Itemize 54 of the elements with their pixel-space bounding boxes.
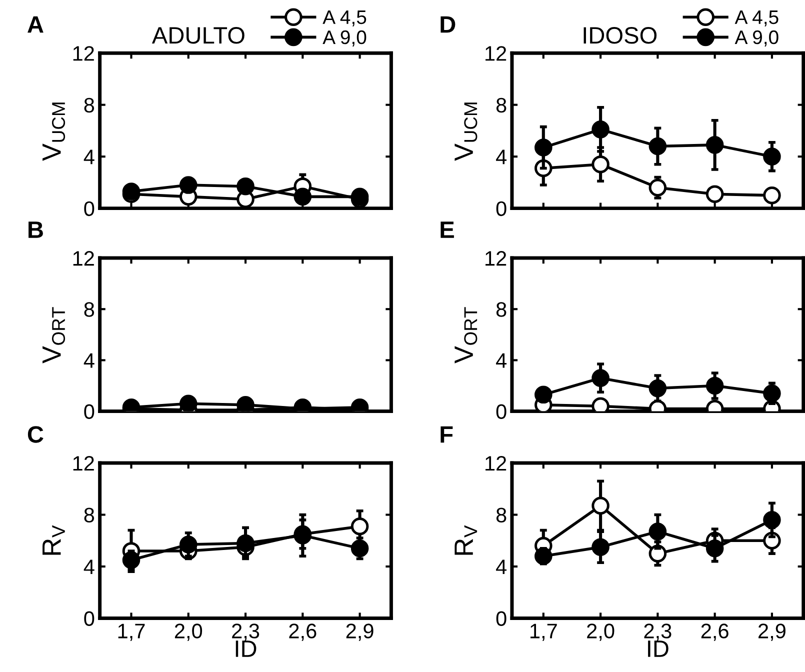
y-tick-label: 8 bbox=[496, 98, 506, 113]
y-axis-title: R$_{V}$ bbox=[454, 525, 478, 555]
y-axis-title: V$_{UCM}$ bbox=[454, 102, 478, 161]
y-axis-title: V$_{ORT}$ bbox=[42, 307, 66, 364]
x-tick-label: 2,3 bbox=[232, 624, 260, 641]
legend-label: A 4,5 bbox=[322, 10, 366, 26]
y-tick-label: 0 bbox=[496, 201, 506, 216]
x-axis-title: ID bbox=[648, 640, 668, 657]
y-tick-label: 4 bbox=[496, 353, 507, 368]
x-tick-label: 2,6 bbox=[701, 624, 728, 641]
y-tick-label: 0 bbox=[496, 404, 506, 420]
y-tick-label: 4 bbox=[84, 353, 94, 368]
y-tick-label: 0 bbox=[84, 404, 94, 420]
y-tick-label: 0 bbox=[84, 611, 94, 626]
y-tick-label: 12 bbox=[73, 456, 94, 471]
y-tick-label: 12 bbox=[486, 46, 506, 61]
y-tick-label: 4 bbox=[496, 560, 507, 574]
text: F bbox=[440, 426, 453, 443]
x-tick-label: 1,7 bbox=[530, 624, 557, 641]
x-axis-title: ID bbox=[236, 640, 256, 657]
x-tick-label: 2,0 bbox=[587, 624, 614, 641]
text: C bbox=[28, 426, 44, 443]
x-tick-label: 2,6 bbox=[289, 624, 316, 641]
y-axis-title: R$_{V}$ bbox=[42, 525, 65, 555]
y-axis-title: V$_{UCM}$ bbox=[42, 102, 66, 161]
x-tick-label: 2,3 bbox=[644, 624, 672, 641]
y-tick-label: 8 bbox=[84, 98, 94, 113]
x-tick-label: 2,9 bbox=[758, 624, 786, 641]
x-tick-label: 2,9 bbox=[346, 624, 374, 641]
text: B bbox=[28, 222, 43, 238]
y-tick-label: 8 bbox=[496, 302, 506, 317]
legend-label: A 9,0 bbox=[322, 30, 366, 46]
y-tick-label: 8 bbox=[84, 508, 94, 523]
y-tick-label: 4 bbox=[84, 560, 94, 574]
x-tick-label: 2,0 bbox=[174, 624, 202, 641]
y-tick-label: 12 bbox=[486, 456, 506, 471]
y-tick-label: 12 bbox=[73, 251, 94, 266]
text: E bbox=[440, 222, 454, 238]
y-axis-title: V$_{ORT}$ bbox=[454, 307, 478, 364]
x-tick-label: 1,7 bbox=[118, 624, 145, 641]
legend-label: A 9,0 bbox=[734, 30, 778, 46]
y-tick-label: 0 bbox=[84, 201, 94, 216]
y-tick-label: 0 bbox=[496, 611, 506, 626]
chart-title: ADULTO bbox=[152, 27, 244, 44]
legend-label: A 4,5 bbox=[734, 10, 778, 26]
text: A bbox=[28, 16, 44, 33]
y-tick-label: 8 bbox=[84, 302, 94, 317]
y-tick-label: 12 bbox=[486, 251, 506, 266]
chart-title: IDOSO bbox=[584, 27, 657, 44]
text: D bbox=[440, 16, 456, 33]
y-tick-label: 8 bbox=[496, 508, 506, 523]
y-tick-label: 4 bbox=[496, 150, 507, 164]
y-tick-label: 4 bbox=[84, 150, 94, 164]
y-tick-label: 12 bbox=[73, 46, 94, 61]
